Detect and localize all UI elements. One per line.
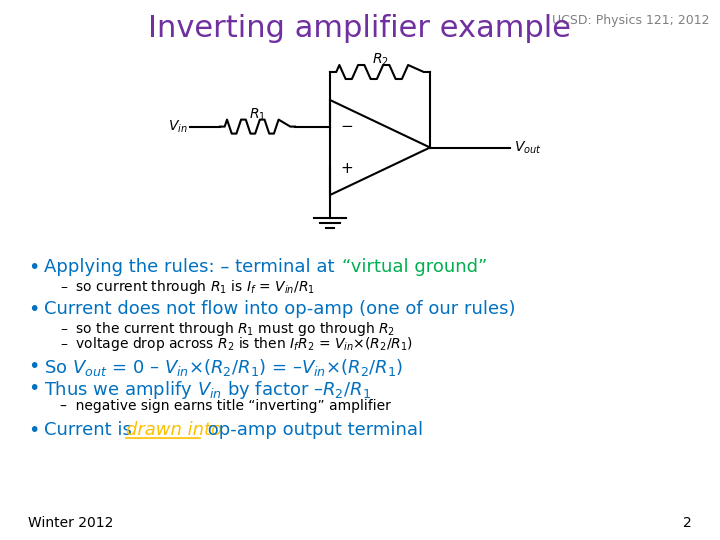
Text: $R_1$: $R_1$ (249, 106, 266, 123)
Text: •: • (28, 357, 40, 376)
Text: –  so the current through $R_1$ must go through $R_2$: – so the current through $R_1$ must go t… (60, 320, 395, 338)
Text: •: • (28, 421, 40, 440)
Text: •: • (28, 258, 40, 277)
Text: Thus we amplify $V_{in}$ by factor –$R_2/R_1$: Thus we amplify $V_{in}$ by factor –$R_2… (44, 379, 371, 401)
Text: Applying the rules: – terminal at: Applying the rules: – terminal at (44, 258, 341, 276)
Text: −: − (340, 119, 353, 134)
Text: drawn into: drawn into (126, 421, 222, 439)
Text: –  voltage drop across $R_2$ is then $I_fR_2$ = $V_{in}×(R_2/R_1)$: – voltage drop across $R_2$ is then $I_f… (60, 335, 413, 353)
Text: So $V_{out}$ = 0 – $V_{in}×(R_2/R_1)$ = –$V_{in}×(R_2/R_1)$: So $V_{out}$ = 0 – $V_{in}×(R_2/R_1)$ = … (44, 357, 403, 378)
Text: –  so current through $R_1$ is $I_f$ = $V_{in}$/$R_1$: – so current through $R_1$ is $I_f$ = $V… (60, 278, 315, 296)
Text: Winter 2012: Winter 2012 (28, 516, 113, 530)
Text: UCSD: Physics 121; 2012: UCSD: Physics 121; 2012 (552, 14, 710, 27)
Text: $V_{in}$: $V_{in}$ (168, 118, 188, 135)
Text: +: + (340, 161, 353, 176)
Text: $V_{out}$: $V_{out}$ (514, 139, 541, 156)
Text: 2: 2 (683, 516, 692, 530)
Text: –  negative sign earns title “inverting” amplifier: – negative sign earns title “inverting” … (60, 399, 391, 413)
Text: $R_2$: $R_2$ (372, 52, 388, 68)
Text: Inverting amplifier example: Inverting amplifier example (148, 14, 572, 43)
Text: Current does not flow into op-amp (one of our rules): Current does not flow into op-amp (one o… (44, 300, 516, 318)
Text: Current is: Current is (44, 421, 138, 439)
Text: •: • (28, 300, 40, 319)
Text: op-amp output terminal: op-amp output terminal (202, 421, 423, 439)
Text: •: • (28, 379, 40, 398)
Text: “virtual ground”: “virtual ground” (342, 258, 487, 276)
